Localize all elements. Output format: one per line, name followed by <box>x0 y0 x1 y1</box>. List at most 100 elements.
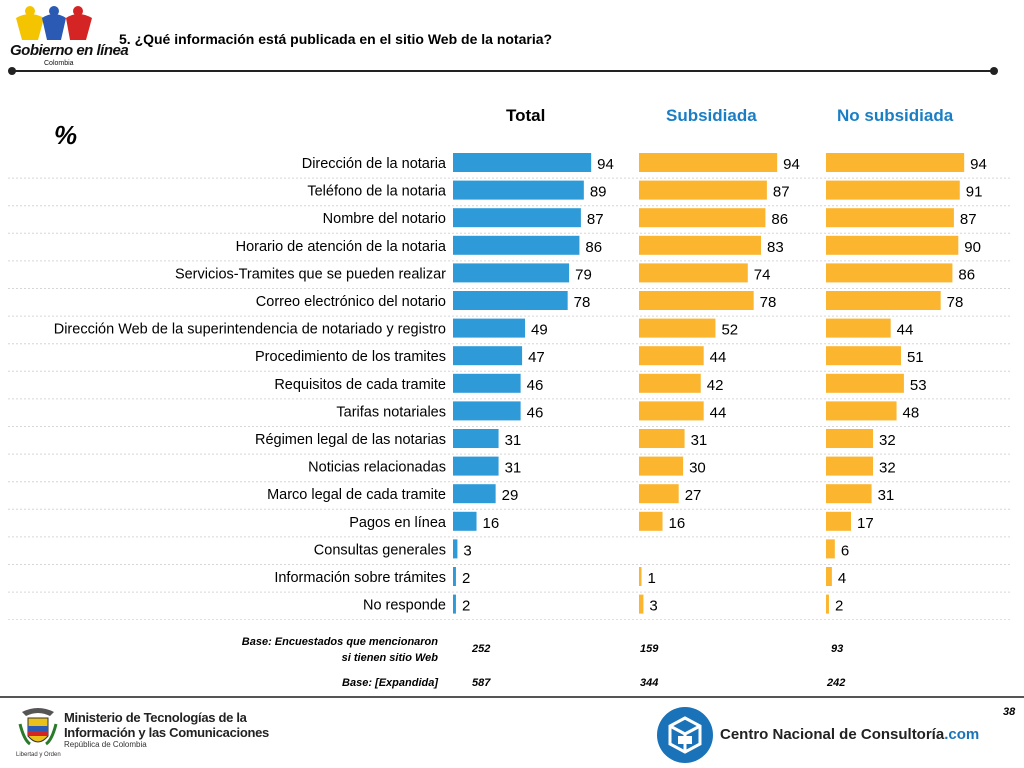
value-label: 2 <box>462 570 470 587</box>
bar-subsidiada <box>639 567 642 586</box>
category-label: Horario de atención de la notaria <box>236 239 447 255</box>
column-head-subsidiada: Subsidiada <box>666 106 757 125</box>
value-label: 3 <box>463 542 471 559</box>
value-label: 44 <box>897 322 914 339</box>
value-label: 31 <box>691 432 708 449</box>
bar-chart: Dirección de la notaria 94 94 94 Teléfono de… <box>8 153 1012 620</box>
value-label: 91 <box>966 184 983 201</box>
bar-no-subsidiada <box>826 456 874 476</box>
value-label: 44 <box>710 349 727 366</box>
ministry-line1: Ministerio de Tecnologías de la <box>64 710 247 725</box>
value-label: 86 <box>958 266 975 283</box>
value-label: 78 <box>947 294 964 311</box>
bar-subsidiada <box>639 180 767 200</box>
value-label: 89 <box>590 184 607 201</box>
value-label: 83 <box>767 239 784 256</box>
bar-total <box>453 401 521 421</box>
bar-total <box>453 291 568 310</box>
category-label: Régimen legal de las notarias <box>255 432 446 448</box>
column-head-no-subsidiada: No subsidiada <box>837 106 954 125</box>
bar-no-subsidiada <box>826 235 959 255</box>
cnc-logo: Centro Nacional de Consultoría.com <box>656 706 986 764</box>
bar-total <box>453 208 581 228</box>
base-value-total: 252 <box>472 643 491 655</box>
bar-no-subsidiada <box>826 180 960 200</box>
value-label: 86 <box>771 211 788 228</box>
bar-total <box>453 318 526 338</box>
top-divider <box>12 70 994 72</box>
category-label: Dirección Web de la superintendencia de … <box>54 322 446 338</box>
bar-no-subsidiada <box>826 567 832 586</box>
percent-symbol: % <box>54 120 78 150</box>
base-label-expanded: Base: [Expandida] <box>342 677 438 689</box>
ministry-logo: Ministerio de Tecnologías de la Informac… <box>14 704 269 762</box>
bar-no-subsidiada <box>826 511 851 531</box>
value-label: 87 <box>773 184 790 201</box>
bar-subsidiada <box>639 208 766 228</box>
category-label: Dirección de la notaria <box>302 156 447 172</box>
bar-no-subsidiada <box>826 484 872 504</box>
people-figures-icon <box>16 6 92 40</box>
bar-total <box>453 539 458 559</box>
value-label: 42 <box>707 377 724 394</box>
bottom-divider <box>0 696 1024 698</box>
category-label: Nombre del notario <box>323 211 446 227</box>
coat-of-arms-icon <box>18 708 58 746</box>
bar-subsidiada <box>639 346 704 366</box>
base-label-respondents: Base: Encuestados que mencionaron si tie… <box>180 634 438 666</box>
logo-text: Gobierno en línea <box>10 42 129 59</box>
ministry-name: Ministerio de Tecnologías de la Informac… <box>64 710 269 740</box>
category-label: Requisitos de cada tramite <box>274 377 446 393</box>
divider-dot-right <box>990 67 998 75</box>
bar-no-subsidiada <box>826 153 965 172</box>
value-label: 3 <box>649 598 657 615</box>
cnc-domain: .com <box>944 726 980 743</box>
value-label: 87 <box>960 211 977 228</box>
bar-no-subsidiada <box>826 263 953 283</box>
bar-total <box>453 373 521 393</box>
base-value-no-subsidiada: 93 <box>831 643 844 655</box>
category-label: Pagos en línea <box>349 515 447 531</box>
bar-no-subsidiada <box>826 291 941 310</box>
bar-total <box>453 511 477 531</box>
value-label: 17 <box>857 515 874 532</box>
value-label: 52 <box>721 322 738 339</box>
category-label: Tarifas notariales <box>336 404 446 420</box>
bar-total <box>453 484 496 504</box>
value-label: 6 <box>841 542 849 559</box>
bar-no-subsidiada <box>826 539 835 559</box>
bar-no-subsidiada <box>826 208 954 228</box>
bar-total <box>453 263 570 283</box>
value-label: 32 <box>879 432 896 449</box>
bar-subsidiada <box>639 511 663 531</box>
category-label: Noticias relacionadas <box>308 460 446 476</box>
value-label: 49 <box>531 322 548 339</box>
bar-subsidiada <box>639 456 684 476</box>
base-expanded-total: 587 <box>472 677 491 689</box>
value-label: 94 <box>597 156 614 173</box>
ministry-line2: Información y las Comunicaciones <box>64 725 269 740</box>
value-label: 46 <box>527 377 544 394</box>
bar-total <box>453 235 580 255</box>
gobierno-en-linea-logo: Gobierno en línea Colombia <box>8 2 129 68</box>
cnc-cube-icon <box>657 707 713 763</box>
value-label: 90 <box>964 239 981 256</box>
base-expanded-no-subsidiada: 242 <box>827 677 846 689</box>
base-value-subsidiada: 159 <box>640 643 659 655</box>
category-label: No responde <box>363 598 446 614</box>
bar-total <box>453 429 499 448</box>
value-label: 79 <box>575 266 592 283</box>
value-label: 16 <box>483 515 500 532</box>
bar-no-subsidiada <box>826 318 891 338</box>
bar-subsidiada <box>639 594 644 614</box>
base-label-line1: Base: Encuestados que mencionaron <box>241 636 438 648</box>
bar-total <box>453 567 456 586</box>
bar-no-subsidiada <box>826 373 904 393</box>
value-label: 74 <box>754 266 771 283</box>
value-label: 94 <box>783 156 800 173</box>
question-title: 5. ¿Qué información está publicada en el… <box>119 31 553 47</box>
bar-subsidiada <box>639 291 754 310</box>
category-label: Información sobre trámites <box>274 570 446 586</box>
value-label: 30 <box>689 460 706 477</box>
bar-subsidiada <box>639 484 679 504</box>
